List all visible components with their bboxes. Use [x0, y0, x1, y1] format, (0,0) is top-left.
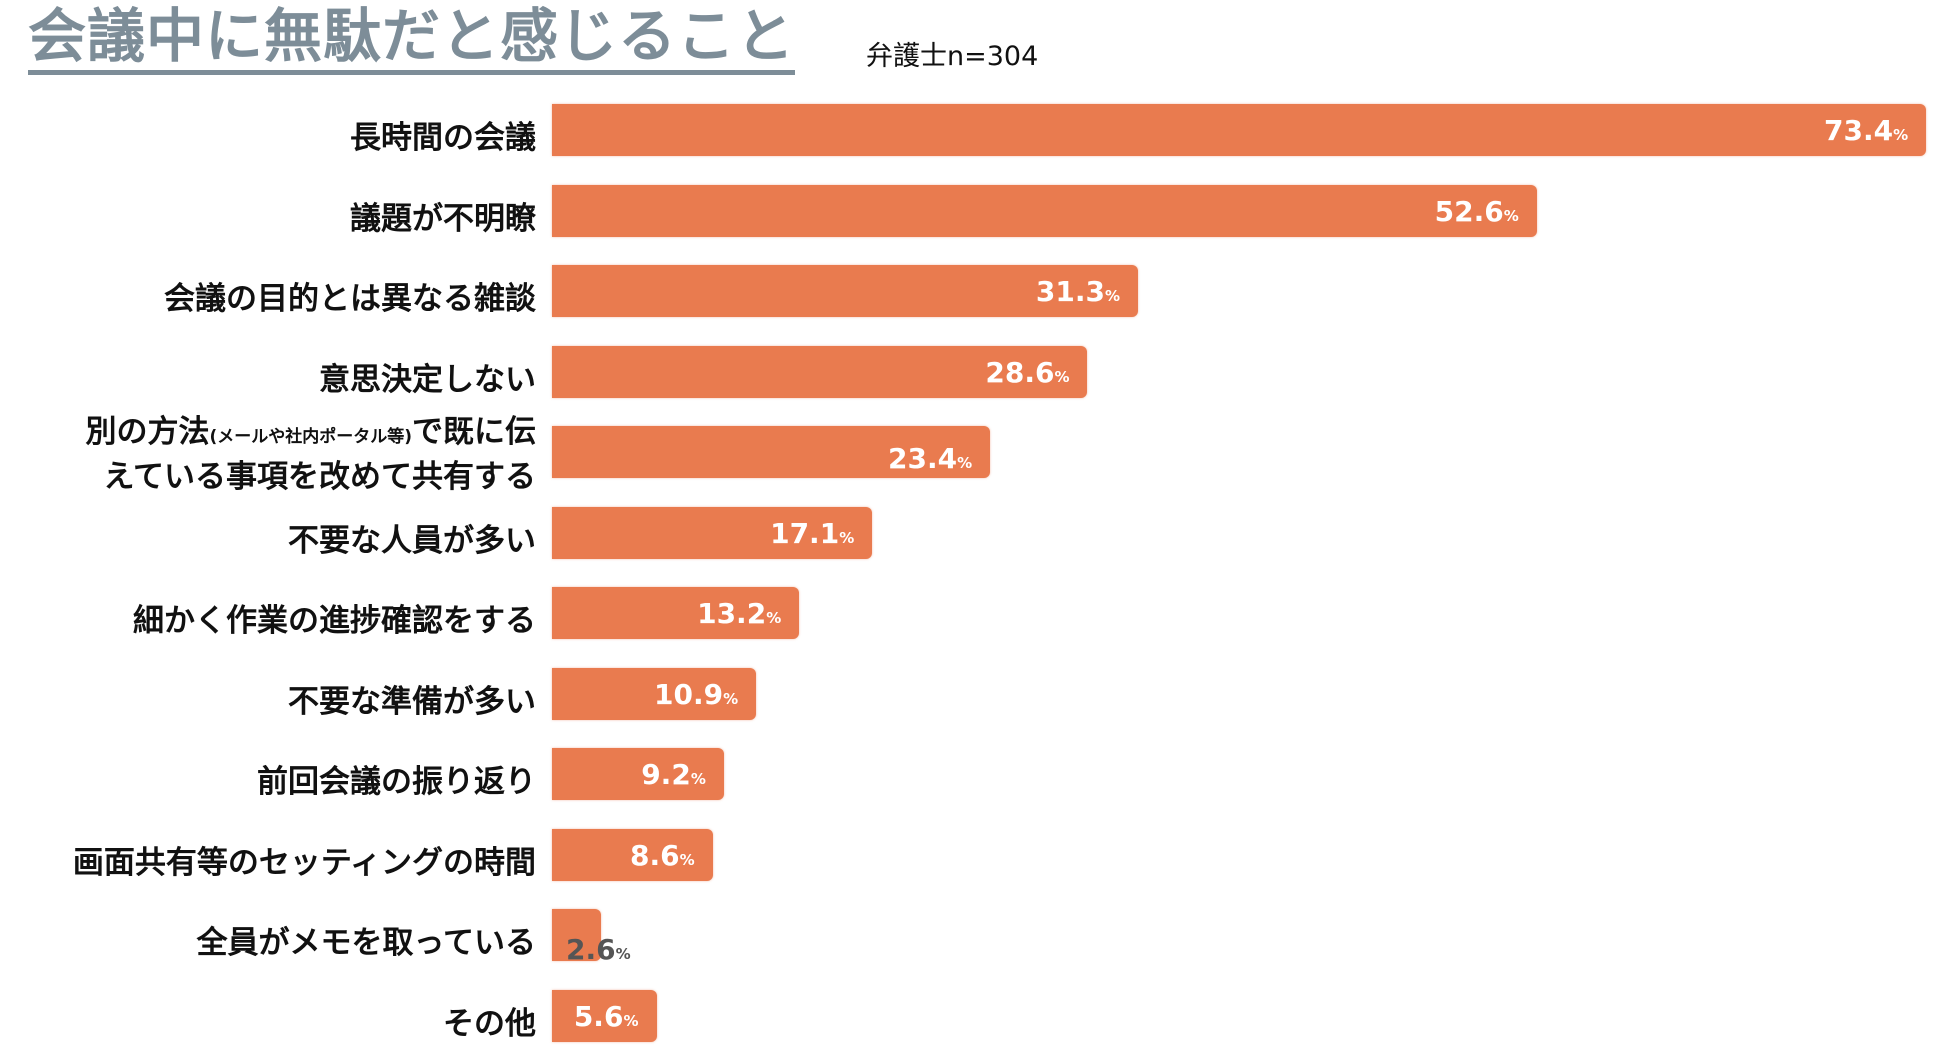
value-label: 8.6% [630, 839, 695, 872]
category-label: 会議の目的とは異なる雑談 [164, 279, 536, 319]
percent-sign: % [1054, 367, 1070, 386]
chart-title: 会議中に無駄だと感じること [28, 2, 796, 75]
bar [552, 506, 873, 559]
category-label-part: (メールや社内ポータル等) [209, 427, 412, 447]
value-number: 73.4 [1824, 114, 1894, 147]
value-label: 23.4% [888, 442, 972, 475]
category-label: 不要な人員が多い [288, 521, 536, 561]
bar [552, 265, 1138, 317]
bar [552, 587, 800, 639]
category-label-part: 画面共有等のセッティングの時間 [72, 844, 536, 881]
category-label-part: その他 [443, 1005, 536, 1042]
bar [552, 426, 991, 478]
percent-sign: % [615, 945, 631, 963]
category-label-part: 会議の目的とは異なる雑談 [164, 281, 536, 317]
category-label: 前回会議の振り返り [257, 762, 536, 802]
value-number: 23.4 [888, 442, 958, 475]
category-label: 不要な準備が多い [288, 682, 536, 722]
category-label-part: 意思決定しない [319, 361, 536, 398]
value-number: 28.6 [985, 355, 1055, 389]
bar [552, 909, 601, 961]
bar [552, 184, 1537, 237]
category-label: 細かく作業の進捗確認をする [133, 601, 536, 641]
category-label: 別の方法(メールや社内ポータル等)で既に伝えている事項を改めて共有する [85, 412, 536, 497]
category-label-part: 全員がメモを取っている [196, 925, 536, 961]
category-label-part: えている事項を改めて共有する [103, 459, 536, 495]
percent-sign: % [623, 1011, 639, 1030]
category-label-part: 別の方法 [85, 414, 210, 450]
percent-sign: % [679, 850, 695, 869]
percent-sign: % [766, 609, 782, 627]
percent-sign: % [1893, 126, 1909, 144]
value-label: 17.1% [770, 517, 854, 550]
bar [552, 748, 725, 800]
percent-sign: % [723, 689, 739, 708]
category-label-part: で既に伝 [412, 414, 536, 450]
value-label: 31.3% [1036, 275, 1120, 308]
value-label: 10.9% [654, 678, 738, 711]
category-label: 全員がメモを取っている [197, 923, 536, 963]
bar [552, 989, 657, 1042]
value-label: 9.2% [641, 758, 706, 791]
percent-sign: % [839, 528, 855, 547]
percent-sign: % [957, 454, 973, 472]
category-label-part: 長時間の会議 [350, 120, 536, 156]
category-label: 意思決定しない [319, 360, 536, 400]
percent-sign: % [1503, 206, 1519, 225]
value-label: 13.2% [697, 597, 781, 630]
value-number: 17.1 [770, 516, 840, 550]
category-label: その他 [443, 1004, 536, 1044]
percent-sign: % [1105, 287, 1121, 305]
value-label: 28.6% [985, 356, 1069, 389]
bar [552, 828, 713, 881]
category-label-part: 不要な人員が多い [288, 522, 536, 559]
value-label: 2.6% [566, 933, 631, 966]
value-number: 5.6 [573, 999, 624, 1033]
value-label: 5.6% [574, 1000, 639, 1033]
value-number: 10.9 [654, 677, 724, 711]
chart-subtitle: 弁護士n=304 [866, 41, 1039, 72]
value-label: 73.4% [1824, 114, 1908, 147]
value-number: 2.6 [566, 933, 616, 966]
category-label-part: 前回会議の振り返り [257, 764, 536, 800]
value-number: 52.6 [1434, 194, 1504, 228]
percent-sign: % [690, 770, 706, 788]
bar [552, 104, 1926, 156]
category-label: 議題が不明瞭 [350, 199, 536, 239]
value-number: 9.2 [641, 758, 691, 791]
bar [552, 667, 757, 720]
value-label: 52.6% [1435, 195, 1519, 228]
value-number: 13.2 [697, 597, 767, 630]
category-label-part: 不要な準備が多い [288, 683, 536, 720]
category-label-part: 議題が不明瞭 [350, 200, 536, 237]
category-label: 長時間の会議 [350, 118, 536, 158]
value-number: 31.3 [1035, 275, 1105, 308]
category-label-part: 細かく作業の進捗確認をする [133, 603, 536, 639]
category-label: 画面共有等のセッティングの時間 [73, 843, 536, 883]
bar [552, 345, 1088, 398]
value-number: 8.6 [629, 838, 680, 872]
